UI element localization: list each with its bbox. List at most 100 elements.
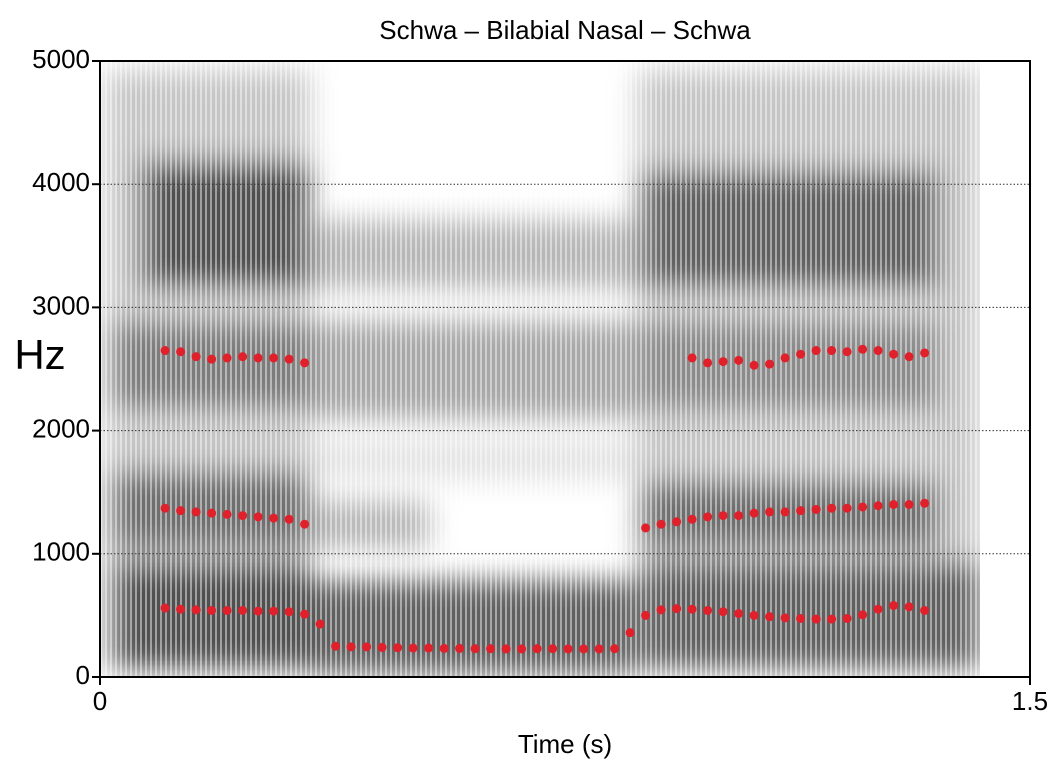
formant-point (160, 503, 170, 513)
formant-point (269, 606, 279, 616)
formant-point (222, 353, 232, 363)
formant-point (672, 517, 682, 527)
formant-point (470, 644, 480, 654)
formant-point (842, 503, 852, 513)
formant-point (641, 523, 651, 533)
formant-point (253, 512, 263, 522)
formant-point (889, 500, 899, 510)
formant-point (873, 604, 883, 614)
y-tick-label: 2000 (32, 413, 90, 443)
formant-point (625, 628, 635, 638)
y-tick-label: 3000 (32, 290, 90, 320)
formant-point (811, 504, 821, 514)
formant-point (579, 644, 589, 654)
formant-point (191, 605, 201, 615)
formant-point (346, 642, 356, 652)
formant-point (176, 506, 186, 516)
formant-point (532, 644, 542, 654)
formant-point (687, 604, 697, 614)
formant-point (749, 610, 759, 620)
y-tick-label: 5000 (32, 44, 90, 74)
formant-point (765, 612, 775, 622)
formant-point (439, 643, 449, 653)
formant-point (827, 346, 837, 356)
formant-point (253, 353, 263, 363)
formant-point (331, 641, 341, 651)
plot-frame (99, 60, 1031, 678)
formant-point (393, 643, 403, 653)
formant-point (548, 644, 558, 654)
y-axis-label: Hz (14, 331, 65, 378)
formant-point (703, 358, 713, 368)
formant-point (656, 519, 666, 529)
formant-point (176, 604, 186, 614)
formant-point (718, 357, 728, 367)
formant-point (672, 604, 682, 614)
formant-point (687, 353, 697, 363)
formant-point (610, 644, 620, 654)
formant-point (703, 512, 713, 522)
formant-point (656, 605, 666, 615)
spectrogram (100, 61, 1030, 677)
y-tick-label: 4000 (32, 167, 90, 197)
x-axis-label: Time (s) (518, 729, 612, 759)
x-tick-label: 1.5 (1012, 686, 1048, 716)
formant-point (765, 507, 775, 517)
formant-point (873, 501, 883, 511)
formant-point (269, 513, 279, 523)
formant-point (594, 644, 604, 654)
formant-point (780, 507, 790, 517)
x-tick-label: 0 (93, 686, 107, 716)
formant-point (238, 511, 248, 521)
formant-point (563, 644, 573, 654)
chart-title: Schwa – Bilabial Nasal – Schwa (379, 15, 751, 45)
formant-point (858, 502, 868, 512)
formant-point (222, 509, 232, 519)
formant-point (749, 360, 759, 370)
formant-point (827, 503, 837, 513)
formant-point (734, 511, 744, 521)
formant-point (765, 359, 775, 369)
formant-point (222, 605, 232, 615)
formant-point (176, 347, 186, 357)
formant-point (517, 644, 527, 654)
formant-point (207, 354, 217, 364)
formant-point (827, 614, 837, 624)
y-tick-label: 1000 (32, 537, 90, 567)
formant-point (284, 607, 294, 617)
formant-point (207, 605, 217, 615)
formant-point (780, 613, 790, 623)
formant-point (300, 519, 310, 529)
formant-point (904, 500, 914, 510)
formant-point (641, 610, 651, 620)
formant-point (160, 346, 170, 356)
formant-point (191, 507, 201, 517)
formant-point (238, 352, 248, 362)
formant-point (362, 642, 372, 652)
formant-point (920, 498, 930, 508)
formant-point (486, 644, 496, 654)
formant-point (734, 609, 744, 619)
formant-point (424, 643, 434, 653)
y-tick-label: 0 (76, 660, 90, 690)
formant-point (687, 514, 697, 524)
formant-point (920, 348, 930, 358)
formant-point (703, 605, 713, 615)
formant-point (253, 606, 263, 616)
formant-point (904, 602, 914, 612)
formant-point (300, 358, 310, 368)
formant-point (734, 355, 744, 365)
formant-point (796, 613, 806, 623)
formant-point (889, 349, 899, 359)
formant-point (842, 613, 852, 623)
formant-point (377, 642, 387, 652)
formant-point (811, 614, 821, 624)
formant-point (904, 352, 914, 362)
formant-point (238, 605, 248, 615)
formant-point (269, 353, 279, 363)
formant-point (718, 607, 728, 617)
formant-point (284, 354, 294, 364)
formant-point (284, 514, 294, 524)
formant-point (455, 643, 465, 653)
